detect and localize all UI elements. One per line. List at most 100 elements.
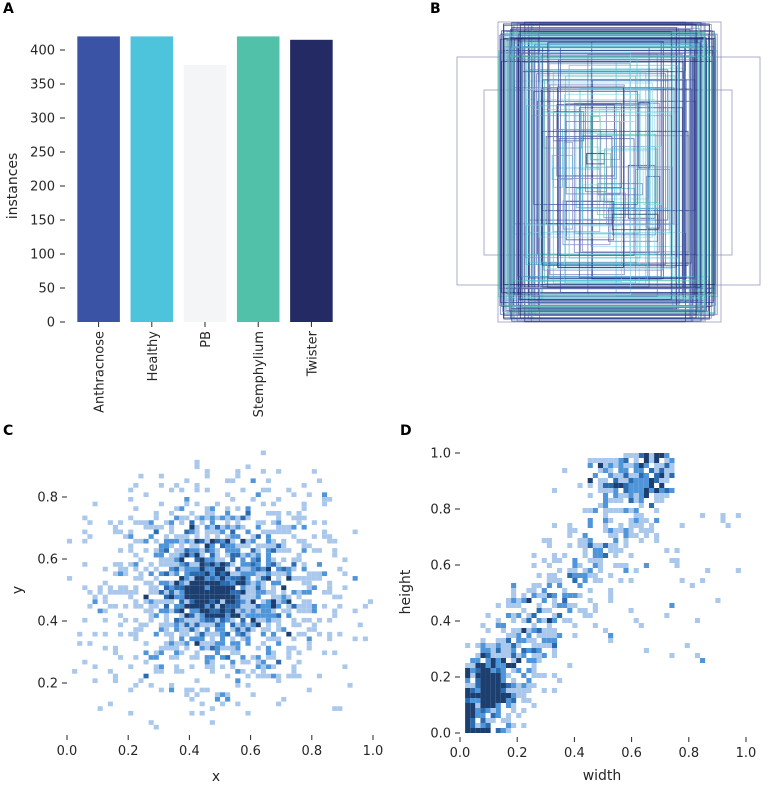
bounding-box <box>582 184 621 227</box>
hist-cell <box>143 566 149 572</box>
hist-cell <box>337 603 343 609</box>
hist-cell <box>592 603 598 608</box>
hist-cell <box>153 552 159 558</box>
hist-cell <box>352 608 358 614</box>
hist-cell <box>511 648 517 653</box>
hist-cell <box>189 576 195 581</box>
hist-cell <box>521 653 527 658</box>
hist-cell <box>245 603 251 609</box>
hist-cell <box>220 594 226 600</box>
hist-cell <box>577 608 583 613</box>
hist-cell <box>705 568 711 573</box>
hist-cell <box>567 543 573 548</box>
hist-cell <box>118 590 124 595</box>
hist-cell <box>118 548 124 553</box>
hist-cell <box>123 571 129 577</box>
hist-cell <box>475 658 481 663</box>
hist-cell <box>235 650 241 656</box>
hist-cell <box>240 557 246 563</box>
hist-cell <box>316 478 322 484</box>
y-tick-label: 150 <box>30 214 55 229</box>
hist-cell <box>214 585 220 590</box>
hist-cell <box>490 643 496 648</box>
hist-cell <box>276 617 282 623</box>
hist-cell <box>306 608 312 614</box>
hist-cell <box>541 633 547 638</box>
hist-cell <box>184 599 190 604</box>
hist-cell <box>557 568 563 573</box>
bounding-box <box>581 132 615 220</box>
hist-cell <box>128 631 134 637</box>
hist-cell <box>500 663 506 668</box>
hist-cell <box>664 478 670 483</box>
hist-cell <box>582 538 588 543</box>
hist-cell <box>495 678 501 683</box>
hist-cell <box>250 478 256 484</box>
hist-cell <box>174 617 180 623</box>
hist-cell <box>209 510 215 516</box>
hist-cell <box>546 623 552 628</box>
hist-cell <box>112 524 118 530</box>
hist-cell <box>174 557 180 563</box>
hist-cell <box>133 585 139 590</box>
hist-cell <box>592 558 598 563</box>
hist-cell <box>500 728 506 733</box>
hist-cell <box>112 678 118 683</box>
hist-cell <box>587 568 593 573</box>
hist-cell <box>505 723 512 728</box>
hist-cell <box>194 529 200 535</box>
hist-cell <box>582 608 588 613</box>
hist-cell <box>220 590 226 595</box>
hist-cell <box>511 723 517 728</box>
hist-cell <box>286 645 292 651</box>
hist-cell <box>597 553 603 558</box>
y-tick-label: 250 <box>30 146 55 161</box>
hist-cell <box>128 687 134 693</box>
hist-cell <box>209 562 215 567</box>
hist-cell <box>199 580 205 586</box>
hist-cell <box>608 593 614 598</box>
hist-cell <box>225 645 231 651</box>
hist-cell <box>255 520 261 525</box>
hist-cell <box>163 617 169 623</box>
hist-cell <box>169 683 175 688</box>
hist-cell <box>465 673 471 678</box>
hist-cell <box>102 599 108 604</box>
hist-cell <box>72 669 78 674</box>
hist-cell <box>97 608 103 614</box>
hist-cell <box>199 645 205 651</box>
hist-cell <box>169 557 175 563</box>
hist-cell <box>107 701 113 707</box>
hist-cell <box>638 453 644 458</box>
hist-cell <box>240 524 246 530</box>
hist-cell <box>521 693 527 698</box>
hist-cell <box>648 468 655 473</box>
hist-cell <box>286 548 292 553</box>
hist-cell <box>648 488 655 493</box>
hist-cell <box>214 557 220 563</box>
hist-cell <box>638 498 644 503</box>
hist-cell <box>230 538 236 544</box>
bar-twister <box>290 39 333 323</box>
hist-cell <box>118 529 124 535</box>
hist-cell <box>260 585 266 590</box>
hist-cell <box>102 608 108 614</box>
hist-cell <box>291 622 297 628</box>
hist-cell <box>725 523 731 528</box>
hist-cell <box>587 613 593 618</box>
hist-cell <box>82 562 88 567</box>
hist-cell <box>199 687 205 693</box>
hist-cell <box>316 631 322 637</box>
hist-cell <box>608 573 614 578</box>
hist-cell <box>260 613 266 618</box>
hist-cell <box>240 571 246 577</box>
hist-cell <box>209 622 215 628</box>
hist-cell <box>179 594 185 600</box>
hist-cell <box>271 603 277 609</box>
hist-cell <box>271 529 277 535</box>
hist-cell <box>332 548 338 553</box>
hist-cell <box>204 571 210 577</box>
hist-cell <box>613 543 619 548</box>
hist-cell <box>276 641 282 646</box>
hist-cell <box>220 571 226 577</box>
